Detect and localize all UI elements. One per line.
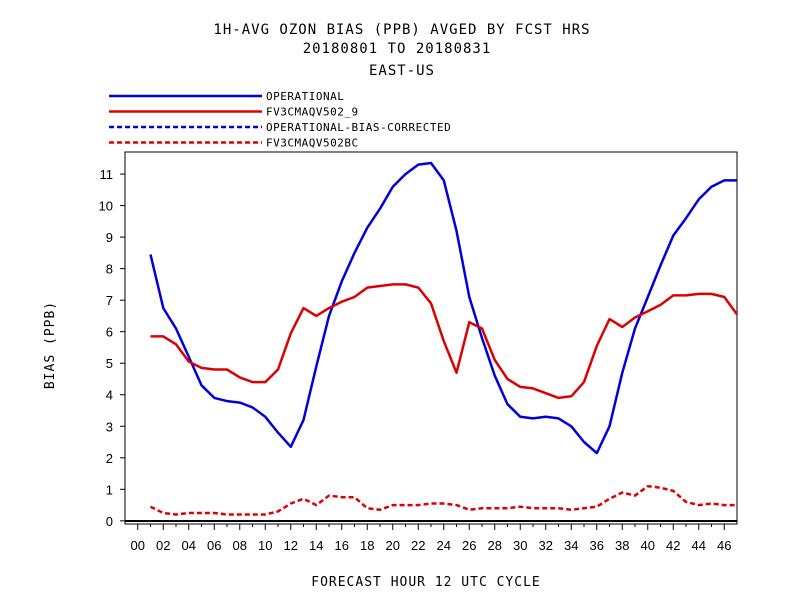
x-tick-label-14: 28	[488, 538, 502, 553]
y-tick-label-8: 8	[106, 262, 113, 277]
x-tick-label-0: 00	[131, 538, 145, 553]
x-tick-label-2: 04	[182, 538, 196, 553]
legend-label-3: FV3CMAQV502BC	[266, 137, 359, 150]
y-tick-label-6: 6	[106, 325, 113, 340]
y-tick-label-9: 9	[106, 230, 113, 245]
y-tick-label-1: 1	[106, 482, 113, 497]
legend-label-2: OPERATIONAL-BIAS-CORRECTED	[266, 121, 451, 134]
x-tick-label-17: 34	[564, 538, 578, 553]
x-tick-label-5: 10	[258, 538, 272, 553]
x-tick-label-13: 26	[462, 538, 476, 553]
x-tick-label-3: 06	[207, 538, 221, 553]
title-line-3: EAST-US	[369, 63, 435, 79]
x-tick-label-23: 46	[717, 538, 731, 553]
title-line-2: 20180801 TO 20180831	[303, 41, 492, 57]
legend: OPERATIONAL FV3CMAQV502_9 OPERATIONAL-BIAS…	[109, 90, 451, 150]
y-tick-label-11: 11	[100, 167, 114, 182]
y-tick-label-3: 3	[106, 419, 113, 434]
x-tick-label-20: 40	[641, 538, 655, 553]
y-tick-label-2: 2	[106, 451, 113, 466]
x-tick-label-22: 44	[692, 538, 706, 553]
title-line-1: 1H-AVG OZON BIAS (PPB) AVGED BY FCST HRS	[213, 22, 590, 38]
series-line-1	[150, 283, 739, 400]
x-axis-label: FORECAST HOUR 12 UTC CYCLE	[311, 575, 541, 590]
chart-title: 1H-AVG OZON BIAS (PPB) AVGED BY FCST HRS…	[213, 22, 590, 79]
x-tick-label-12: 24	[437, 538, 451, 553]
x-tick-label-16: 32	[539, 538, 553, 553]
series-lines	[149, 161, 739, 516]
x-tick-label-10: 20	[386, 538, 400, 553]
legend-label-1: FV3CMAQV502_9	[266, 106, 359, 119]
x-tick-label-4: 08	[233, 538, 247, 553]
x-tick-label-21: 42	[666, 538, 680, 553]
y-tick-label-4: 4	[106, 388, 113, 403]
plot-frame	[124, 151, 738, 525]
series-line-0	[149, 161, 737, 455]
y-axis-label: BIAS (PPB)	[43, 301, 58, 389]
x-tick-label-9: 18	[360, 538, 374, 553]
y-tick-label-10: 10	[99, 199, 113, 214]
x-tick-label-7: 14	[309, 538, 323, 553]
x-tick-label-15: 30	[513, 538, 527, 553]
y-tick-label-0: 0	[106, 514, 113, 529]
y-tick-label-5: 5	[106, 356, 113, 371]
legend-label-0: OPERATIONAL	[266, 90, 344, 103]
x-tick-label-11: 22	[411, 538, 425, 553]
x-tick-label-1: 02	[156, 538, 170, 553]
x-tick-label-6: 12	[284, 538, 298, 553]
y-tick-label-7: 7	[106, 293, 113, 308]
x-tick-label-8: 16	[335, 538, 349, 553]
series-line-3	[149, 484, 737, 516]
x-tick-label-18: 36	[590, 538, 604, 553]
x-tick-label-19: 38	[615, 538, 629, 553]
